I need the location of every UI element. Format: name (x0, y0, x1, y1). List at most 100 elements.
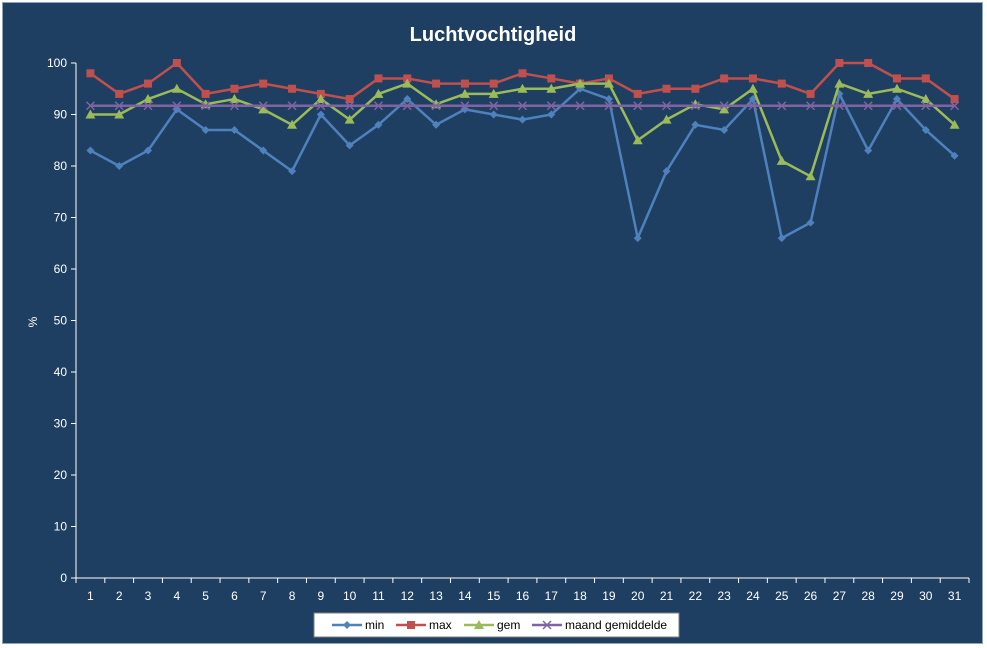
y-tick-label: 80 (54, 159, 68, 173)
data-point-min (201, 125, 210, 134)
data-point-maand-gemiddelde-stroke (114, 101, 124, 111)
data-point-min (518, 115, 527, 124)
data-point-maand-gemiddelde (431, 101, 441, 111)
data-point-max (432, 79, 441, 88)
x-tick-label: 18 (573, 589, 587, 603)
data-point-maand-gemiddelde (172, 101, 182, 111)
data-point-maand-gemiddelde-stroke (806, 101, 816, 111)
data-point-max (403, 74, 412, 83)
data-point-max (316, 89, 325, 98)
y-tick-label: 50 (54, 314, 68, 328)
data-point-maand-gemiddelde-stroke (287, 101, 297, 111)
x-tick-label: 19 (602, 589, 616, 603)
data-point-gem (834, 78, 845, 88)
x-tick-label: 6 (231, 589, 238, 603)
x-tick-label: 17 (545, 589, 559, 603)
data-point-gem (287, 119, 298, 129)
data-point-maand-gemiddelde-stroke (662, 101, 672, 111)
data-point-maand-gemiddelde (316, 101, 326, 111)
legend-marker-max (407, 621, 415, 629)
data-point-maand-gemiddelde-stroke (229, 101, 239, 111)
data-point-maand-gemiddelde-stroke (201, 101, 211, 111)
data-point-maand-gemiddelde (114, 101, 124, 111)
data-point-min (604, 95, 613, 104)
data-point-min (115, 162, 124, 170)
data-point-gem (143, 94, 154, 104)
data-point-min (691, 120, 700, 129)
data-point-maand-gemiddelde (402, 101, 412, 111)
chart-svg: Luchtvochtigheid % 0 10 20 30 40 50 60 70 80 90 10… (26, 24, 970, 638)
data-point-maand-gemiddelde-stroke (633, 101, 643, 111)
data-point-max (172, 59, 181, 67)
data-point-min (432, 120, 441, 129)
data-point-min (921, 125, 930, 134)
data-point-maand-gemiddelde (287, 101, 297, 111)
data-point-maand-gemiddelde (690, 101, 700, 111)
data-point-gem (719, 104, 730, 114)
data-point-gem (632, 135, 643, 145)
data-point-maand-gemiddelde-stroke (950, 101, 960, 111)
data-point-maand-gemiddelde (748, 101, 758, 111)
x-tick-label: 25 (775, 589, 789, 603)
data-point-max (691, 84, 700, 93)
x-tick-label: 8 (289, 589, 296, 603)
x-tick-label: 14 (458, 589, 472, 603)
x-tick-label: 1 (87, 589, 94, 603)
data-point-min (720, 125, 729, 134)
data-point-maand-gemiddelde (143, 101, 153, 111)
data-point-gem (575, 78, 586, 88)
x-tick-label: 29 (890, 589, 904, 603)
data-point-maand-gemiddelde (834, 101, 844, 111)
data-point-min (230, 125, 239, 134)
data-point-maand-gemiddelde (921, 101, 931, 111)
y-tick-label: 10 (54, 520, 68, 534)
data-point-maand-gemiddelde (662, 101, 672, 111)
series-line-max (89, 61, 956, 101)
data-point-max (230, 84, 239, 93)
data-point-min (259, 146, 268, 155)
series-maand-gemiddelde (85, 101, 960, 111)
x-tick-label: 15 (487, 589, 501, 603)
data-point-min (316, 110, 325, 119)
x-tick-label: 10 (343, 589, 357, 603)
data-point-min (144, 146, 153, 155)
data-point-gem (863, 88, 874, 98)
data-point-max (720, 74, 729, 83)
data-point-maand-gemiddelde-stroke (921, 101, 931, 111)
data-point-maand-gemiddelde (863, 101, 873, 111)
x-tick-label: 30 (919, 589, 933, 603)
data-point-maand-gemiddelde (892, 101, 902, 111)
data-point-gem (517, 83, 528, 93)
series-max (86, 59, 959, 104)
y-tick-label: 70 (54, 211, 68, 225)
x-tick-label: 20 (631, 589, 645, 603)
data-point-max (460, 79, 469, 88)
data-point-min (345, 141, 354, 150)
data-point-gem (402, 78, 413, 88)
data-point-maand-gemiddelde (719, 101, 729, 111)
data-point-max (950, 95, 959, 104)
data-point-max (144, 79, 153, 88)
data-point-gem (920, 94, 931, 104)
data-point-gem (114, 109, 125, 119)
x-tick-label: 21 (660, 589, 674, 603)
data-point-max (547, 74, 556, 83)
x-tick-label: 31 (948, 589, 962, 603)
data-point-max (489, 79, 498, 88)
x-tick-label: 12 (401, 589, 415, 603)
data-point-min (86, 146, 95, 155)
data-point-maand-gemiddelde-stroke (143, 101, 153, 111)
data-point-max (633, 89, 642, 98)
x-tick-label: 9 (318, 589, 325, 603)
data-point-min (777, 234, 786, 243)
data-point-maand-gemiddelde-stroke (373, 101, 383, 111)
data-point-maand-gemiddelde-stroke (258, 101, 268, 111)
chart-title: Luchtvochtigheid (410, 24, 577, 46)
data-point-max (345, 95, 354, 104)
legend-item-max: max (396, 618, 452, 632)
data-point-maand-gemiddelde-stroke (604, 101, 614, 111)
data-point-maand-gemiddelde-stroke (345, 101, 355, 111)
data-point-gem (344, 114, 355, 124)
data-point-maand-gemiddelde (575, 101, 585, 111)
data-point-min (864, 146, 873, 155)
